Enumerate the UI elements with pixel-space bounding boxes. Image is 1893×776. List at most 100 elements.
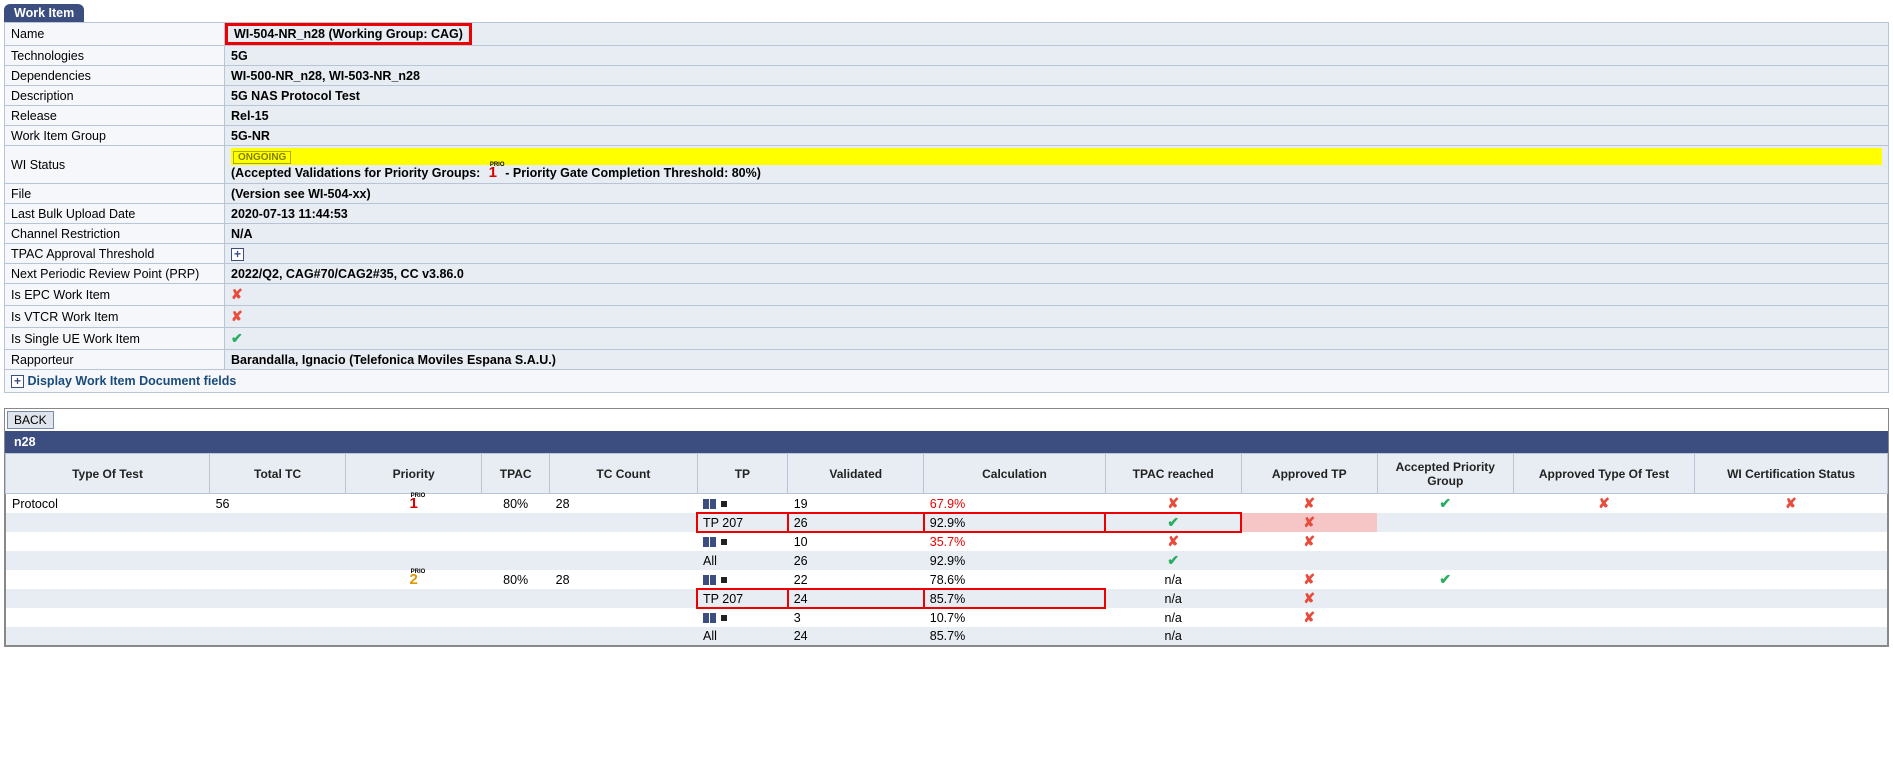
table-row: 310.7%n/a✘ (6, 608, 1888, 627)
cell (482, 513, 550, 532)
cell (1513, 570, 1694, 589)
cell: 85.7% (924, 589, 1105, 608)
field-label: Dependencies (5, 66, 225, 86)
cell (6, 551, 210, 570)
field-label: File (5, 184, 225, 204)
cell: n/a (1105, 570, 1241, 589)
column-header[interactable]: Priority (346, 454, 482, 494)
cell: 28 (550, 570, 697, 589)
column-header[interactable]: Accepted Priority Group (1377, 454, 1513, 494)
table-row: Protocol56PRIO180%28 1967.9%✘✘✔✘✘ (6, 494, 1888, 514)
cell: 26 (788, 513, 924, 532)
x-icon: ✘ (1785, 495, 1797, 511)
expand-icon[interactable]: + (11, 375, 24, 388)
table-row: All2485.7%n/a (6, 627, 1888, 645)
table-header-row: Type Of TestTotal TCPriorityTPACTC Count… (6, 454, 1888, 494)
column-header[interactable]: Calculation (924, 454, 1105, 494)
cell (210, 551, 346, 570)
cell (697, 494, 788, 514)
field-label: Last Bulk Upload Date (5, 204, 225, 224)
cell (1241, 627, 1377, 645)
cell (550, 513, 697, 532)
cell (482, 589, 550, 608)
cell: ✔ (1105, 513, 1241, 532)
cell: 80% (482, 494, 550, 514)
table-row: 1035.7%✘✘ (6, 532, 1888, 551)
cell: 67.9% (924, 494, 1105, 514)
column-header[interactable]: Type Of Test (6, 454, 210, 494)
cell: 85.7% (924, 627, 1105, 645)
check-icon: ✔ (231, 330, 243, 346)
cell: ✘ (1695, 494, 1888, 514)
column-header[interactable]: Approved TP (1241, 454, 1377, 494)
cell (6, 513, 210, 532)
x-icon: ✘ (231, 308, 243, 324)
field-value: ✘ (225, 306, 1889, 328)
cell: ✘ (1241, 532, 1377, 551)
column-header[interactable]: TPAC (482, 454, 550, 494)
field-value: WI-500-NR_n28, WI-503-NR_n28 (225, 66, 1889, 86)
column-header[interactable]: Approved Type Of Test (1513, 454, 1694, 494)
cell (482, 551, 550, 570)
field-value: + (225, 244, 1889, 264)
cell (346, 589, 482, 608)
cell: 3 (788, 608, 924, 627)
field-label: Rapporteur (5, 350, 225, 370)
cell (550, 589, 697, 608)
cell (697, 532, 788, 551)
back-button[interactable]: BACK (7, 411, 54, 429)
x-icon: ✘ (1303, 514, 1315, 530)
column-header[interactable]: Total TC (210, 454, 346, 494)
field-label: Release (5, 106, 225, 126)
column-header[interactable]: Validated (788, 454, 924, 494)
cell: ✘ (1105, 494, 1241, 514)
x-icon: ✘ (1303, 590, 1315, 606)
display-doc-fields-link[interactable]: + Display Work Item Document fields (4, 370, 1889, 393)
expand-icon[interactable]: + (231, 248, 244, 261)
cell (346, 532, 482, 551)
cell (346, 627, 482, 645)
cell (1377, 513, 1513, 532)
x-icon: ✘ (231, 286, 243, 302)
cell (550, 627, 697, 645)
cell: 28 (550, 494, 697, 514)
check-icon: ✔ (1439, 495, 1451, 511)
table-row: TP 2072485.7%n/a✘ (6, 589, 1888, 608)
cell (1377, 589, 1513, 608)
table-row: All2692.9%✔ (6, 551, 1888, 570)
field-label: Name (5, 23, 225, 46)
results-table: Type Of TestTotal TCPriorityTPACTC Count… (5, 453, 1888, 646)
cell: 10 (788, 532, 924, 551)
cell: 80% (482, 570, 550, 589)
work-item-tab: Work Item (4, 4, 84, 22)
cell (1513, 627, 1694, 645)
cell (1695, 627, 1888, 645)
field-value: ✘ (225, 284, 1889, 306)
table-row: TP 2072692.9%✔✘ (6, 513, 1888, 532)
x-icon: ✘ (1598, 495, 1610, 511)
column-header[interactable]: TC Count (550, 454, 697, 494)
cell: Protocol (6, 494, 210, 514)
x-icon: ✘ (1167, 533, 1179, 549)
field-value: 2020-07-13 11:44:53 (225, 204, 1889, 224)
field-value: N/A (225, 224, 1889, 244)
cell: ✔ (1377, 570, 1513, 589)
field-value: Rel-15 (225, 106, 1889, 126)
x-icon: ✘ (1303, 609, 1315, 625)
column-header[interactable]: TP (697, 454, 788, 494)
field-label: Channel Restriction (5, 224, 225, 244)
cell (210, 513, 346, 532)
column-header[interactable]: TPAC reached (1105, 454, 1241, 494)
cell (1695, 532, 1888, 551)
column-header[interactable]: WI Certification Status (1695, 454, 1888, 494)
field-label: Description (5, 86, 225, 106)
cell (6, 589, 210, 608)
cell (482, 532, 550, 551)
cell (1695, 589, 1888, 608)
cell (210, 570, 346, 589)
field-value: 5G NAS Protocol Test (225, 86, 1889, 106)
cell (210, 532, 346, 551)
check-icon: ✔ (1167, 514, 1179, 530)
cell (346, 551, 482, 570)
cell: 22 (788, 570, 924, 589)
